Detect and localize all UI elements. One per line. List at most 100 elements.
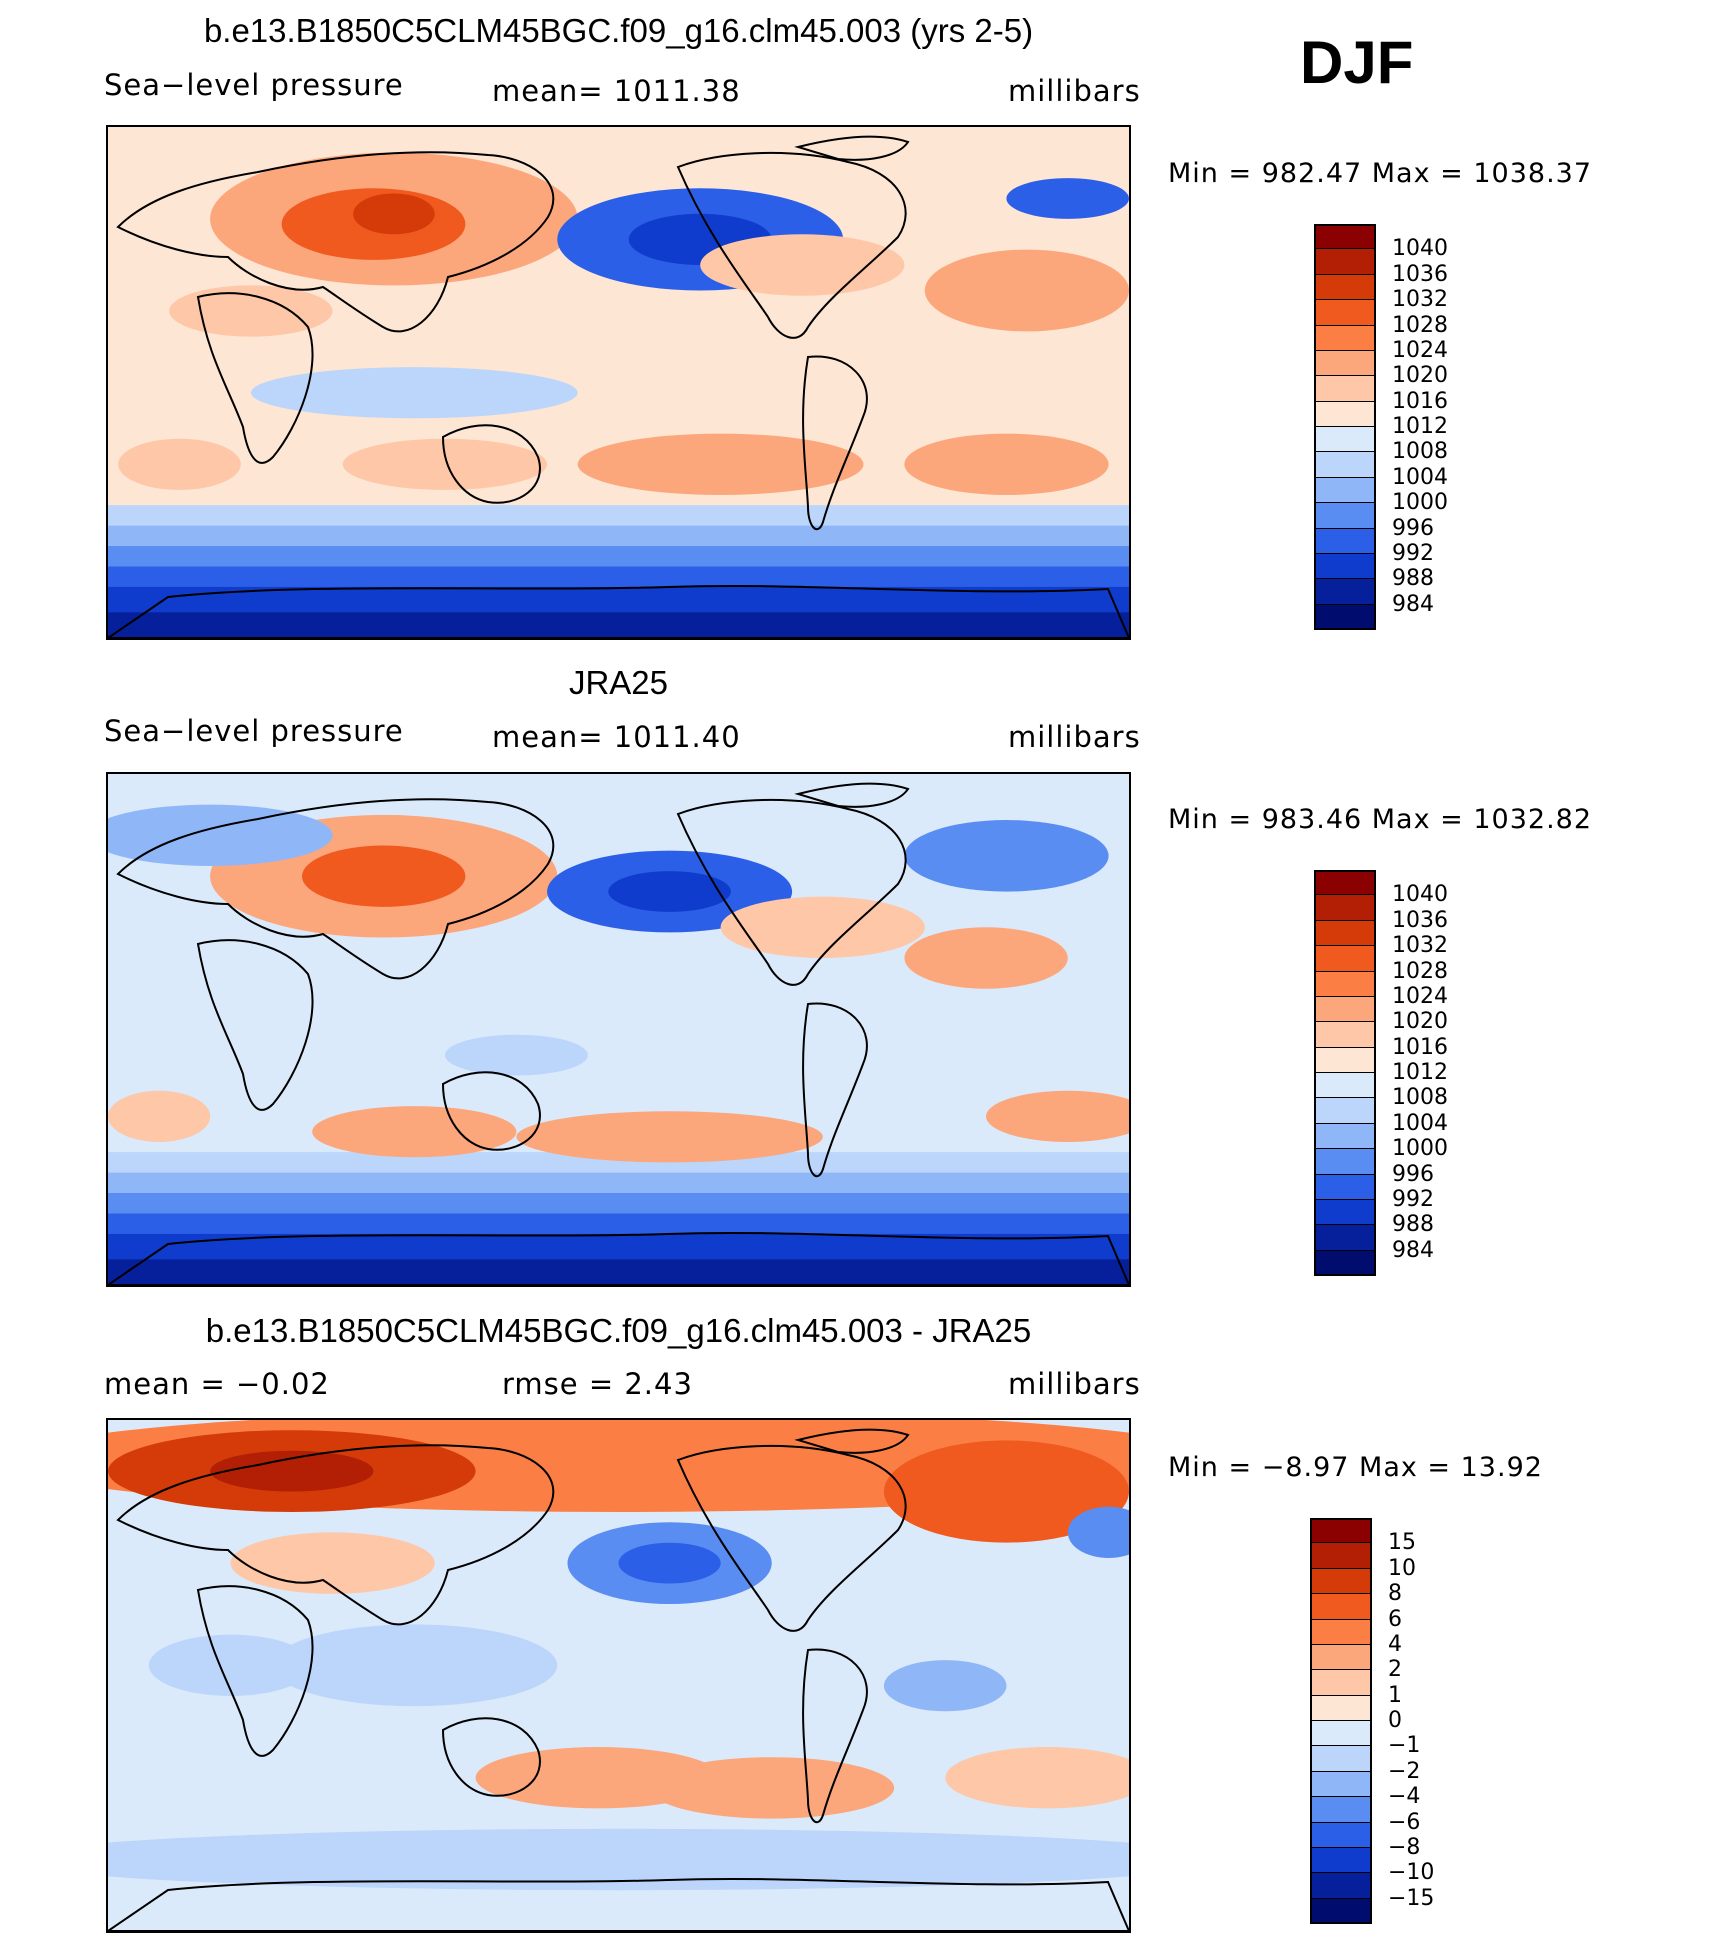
- colorbar-tick-label: 996: [1392, 1161, 1434, 1187]
- contour-region: [945, 1747, 1129, 1809]
- coastline: [116, 1444, 555, 1626]
- colorbar-tick-label: 1020: [1392, 1009, 1448, 1035]
- colorbar-swatch: [1310, 1797, 1372, 1823]
- contour-region: [230, 1532, 435, 1594]
- panel-2-contour-field: [108, 774, 1129, 1285]
- panel-1-contour-field: [108, 127, 1129, 638]
- colorbar-swatch: [1310, 1847, 1372, 1874]
- colorbar-tick-label: 10: [1388, 1555, 1416, 1581]
- colorbar-swatch: [1314, 553, 1376, 580]
- panel-3-rmse-label: rmse = 2.43: [502, 1367, 693, 1401]
- colorbar-tick-label: 4: [1388, 1631, 1402, 1657]
- colorbar-tick-label: 1024: [1392, 983, 1448, 1009]
- panel-1-units-label: millibars: [1008, 74, 1141, 108]
- colorbar-swatch: [1314, 452, 1376, 478]
- coastline: [116, 798, 555, 980]
- colorbar-swatch: [1314, 528, 1376, 554]
- coastline: [108, 1231, 1129, 1285]
- panel-3-title: b.e13.B1850C5CLM45BGC.f09_g16.clm45.003 …: [205, 1312, 1032, 1349]
- panel-1-map: [106, 125, 1131, 640]
- panel-1-minmax: Min = 982.47 Max = 1038.37: [1168, 158, 1593, 189]
- colorbar-swatch: [1314, 325, 1376, 351]
- colorbar-tick-label: 984: [1392, 1237, 1434, 1263]
- colorbar-swatch: [1310, 1619, 1372, 1645]
- colorbar-tick-label: 2: [1388, 1657, 1402, 1683]
- colorbar-swatch: [1310, 1822, 1372, 1848]
- panel-3-colorbar: 15 10 8 6 4 2 1 0 −1 −2 −4 −6 −8 −10 −15: [1310, 1518, 1470, 1924]
- contour-region: [342, 438, 547, 490]
- colorbar-tick-label: 1028: [1392, 312, 1448, 338]
- colorbar-tick-label: 1004: [1392, 1110, 1448, 1136]
- colorbar-swatch: [1310, 1721, 1372, 1747]
- panel-1-title: b.e13.B1850C5CLM45BGC.f09_g16.clm45.003 …: [203, 12, 1034, 49]
- colorbar-swatch: [1314, 946, 1376, 972]
- colorbar-tick-label: 1016: [1392, 388, 1448, 414]
- colorbar-swatch: [1314, 895, 1376, 921]
- colorbar-tick-label: 1032: [1392, 933, 1448, 959]
- colorbar-swatch: [1314, 1098, 1376, 1124]
- panel-2-variable-label: Sea−level pressure: [104, 714, 404, 748]
- contour-region: [250, 367, 578, 419]
- contour-region: [700, 234, 905, 296]
- contour-region: [1006, 178, 1129, 219]
- colorbar-swatch: [1310, 1873, 1372, 1899]
- colorbar-tick-label: 1028: [1392, 958, 1448, 984]
- coastline: [794, 135, 910, 161]
- contour-region: [904, 820, 1109, 892]
- contour-region: [312, 1106, 517, 1158]
- contour-region: [108, 804, 333, 866]
- panel-3-units-label: millibars: [1008, 1367, 1141, 1401]
- panel-2-mean-label: mean= 1011.40: [492, 720, 741, 754]
- colorbar-tick-label: 1012: [1392, 414, 1448, 439]
- contour-region: [577, 433, 864, 495]
- colorbar-swatch: [1314, 503, 1376, 529]
- panel-2-title: JRA25: [568, 664, 669, 701]
- contour-region: [720, 896, 925, 958]
- colorbar-swatch: [1314, 604, 1376, 630]
- contour-region: [883, 1660, 1007, 1712]
- contour-region: [924, 249, 1129, 332]
- contour-band: [108, 1259, 1129, 1285]
- panel-2-colorbar: 1040 1036 1032 1028 1024 1020 1016 1012 1008 1004…: [1314, 870, 1474, 1276]
- colorbar-tick-label: 15: [1388, 1530, 1416, 1556]
- contour-region: [271, 1624, 558, 1707]
- colorbar-tick-label: 1024: [1392, 337, 1448, 363]
- contour-region: [108, 1090, 211, 1142]
- contour-region: [302, 845, 466, 907]
- colorbar-tick-label: 984: [1392, 591, 1434, 617]
- panel-3-minmax: Min = −8.97 Max = 13.92: [1168, 1452, 1543, 1483]
- colorbar-tick-label: 1036: [1392, 907, 1448, 933]
- contour-region: [904, 433, 1109, 495]
- coastline: [802, 355, 868, 531]
- panel-1-mean-label: mean= 1011.38: [492, 74, 741, 108]
- panel-2-units-label: millibars: [1008, 720, 1141, 754]
- coastline: [794, 1428, 910, 1454]
- colorbar-tick-label: 1: [1388, 1682, 1402, 1708]
- colorbar-tick-label: 0: [1388, 1708, 1402, 1733]
- colorbar-tick-label: 1040: [1392, 236, 1448, 262]
- coastline: [196, 939, 314, 1111]
- coastline: [116, 151, 555, 333]
- colorbar-tick-label: 1000: [1392, 490, 1448, 516]
- colorbar-tick-label: −15: [1388, 1885, 1435, 1911]
- colorbar-tick-label: 1004: [1392, 464, 1448, 490]
- colorbar-swatch: [1310, 1670, 1372, 1696]
- coastline: [196, 1585, 314, 1757]
- colorbar-swatch: [1314, 376, 1376, 402]
- colorbar-tick-label: 1008: [1392, 439, 1448, 465]
- colorbar-tick-label: 1020: [1392, 363, 1448, 389]
- contour-region: [649, 1757, 895, 1819]
- colorbar-swatch: [1314, 1123, 1376, 1150]
- panel-3-mean-label: mean = −0.02: [104, 1367, 330, 1401]
- colorbar-tick-label: 1008: [1392, 1085, 1448, 1111]
- colorbar-tick-label: −6: [1388, 1809, 1421, 1835]
- contour-region: [884, 1440, 1129, 1543]
- colorbar-swatch: [1314, 1047, 1376, 1073]
- coastline: [108, 584, 1129, 638]
- coastline: [441, 424, 541, 504]
- contour-region: [444, 1034, 588, 1076]
- colorbar-tick-label: 1040: [1392, 882, 1448, 908]
- contour-region: [169, 285, 333, 337]
- colorbar-swatch: [1310, 1695, 1372, 1721]
- colorbar-tick-label: 996: [1392, 515, 1434, 541]
